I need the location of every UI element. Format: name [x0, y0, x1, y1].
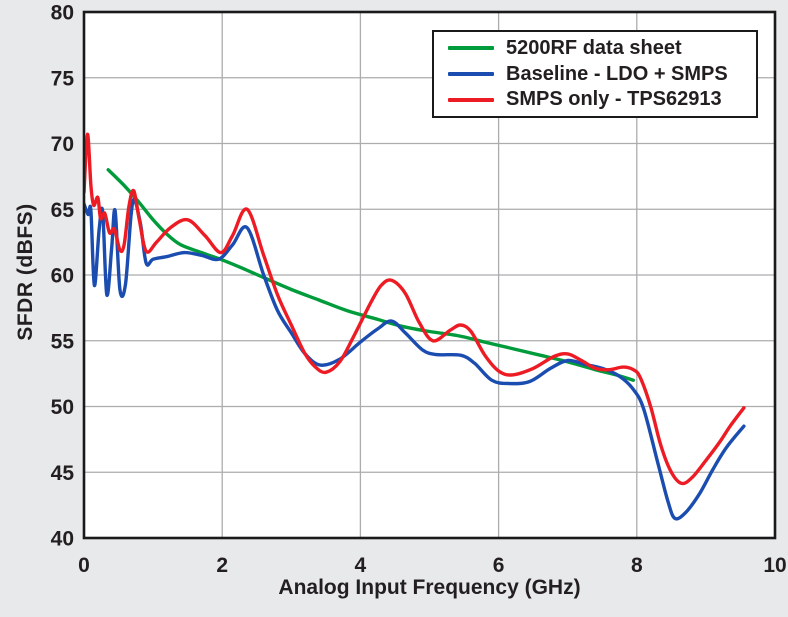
- x-tick-label: 10: [763, 554, 786, 577]
- x-tick-label: 4: [355, 554, 367, 577]
- y-tick-label: 55: [51, 330, 75, 353]
- x-tick-label: 8: [631, 554, 643, 577]
- y-tick-label: 50: [51, 396, 74, 419]
- legend-label: 5200RF data sheet: [506, 36, 682, 59]
- x-axis-title: Analog Input Frequency (GHz): [278, 576, 581, 599]
- plot-border: [82, 10, 777, 540]
- y-tick-label: 65: [51, 199, 75, 222]
- legend-item: Baseline - LDO + SMPS: [434, 63, 756, 86]
- legend-label: SMPS only - TPS62913: [506, 88, 722, 111]
- series-line-baseline: [84, 197, 746, 521]
- y-tick-label: 45: [51, 462, 75, 485]
- legend: 5200RF data sheet Baseline - LDO + SMPS …: [432, 30, 758, 118]
- legend-label: Baseline - LDO + SMPS: [506, 62, 728, 85]
- x-tick-label: 0: [78, 554, 90, 577]
- x-tick-label: 2: [216, 554, 228, 577]
- legend-line-sample-red: [448, 97, 494, 102]
- legend-item: 5200RF data sheet: [434, 37, 756, 60]
- series-line-smps-only: [84, 132, 746, 486]
- y-tick-label: 75: [51, 67, 75, 90]
- y-axis-title: SFDR (dBFS): [14, 203, 37, 341]
- legend-item: SMPS only - TPS62913: [434, 88, 756, 111]
- x-tick-label: 6: [493, 554, 505, 577]
- y-tick-label: 60: [51, 265, 74, 288]
- y-tick-label: 80: [51, 2, 74, 25]
- y-tick-label: 70: [51, 133, 74, 156]
- legend-line-sample-green: [448, 46, 494, 51]
- legend-line-sample-blue: [448, 72, 494, 76]
- y-tick-label: 40: [51, 528, 74, 551]
